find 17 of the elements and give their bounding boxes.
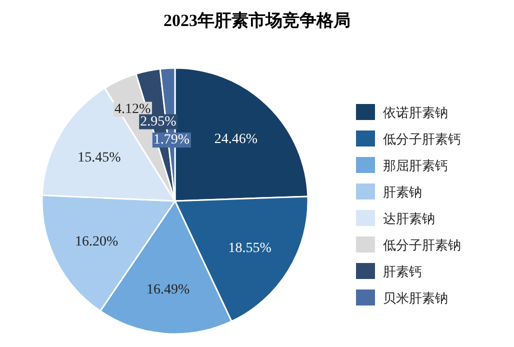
data-label: 18.55%: [228, 240, 272, 256]
data-label: 16.49%: [146, 282, 190, 298]
data-label: 15.45%: [78, 150, 122, 166]
data-label: 2.95%: [140, 114, 177, 130]
legend-label: 低分子肝素钙: [383, 132, 461, 148]
data-label: 24.46%: [214, 132, 258, 147]
legend-label: 那屈肝素钙: [383, 159, 448, 174]
data-label: 4.12%: [114, 102, 151, 117]
legend-label: 达肝素钠: [383, 212, 435, 227]
chart-title: 2023年肝素市场竞争格局: [164, 11, 350, 30]
data-label: 16.20%: [74, 234, 118, 250]
legend-label: 贝米肝素钠: [383, 292, 448, 306]
legend-label: 肝素钙: [383, 265, 422, 280]
legend-label: 低分子肝素钠: [383, 238, 461, 254]
data-label: 1.79%: [153, 132, 190, 148]
legend-label: 依诺肝素钠: [383, 106, 448, 121]
legend-label: 肝素钠: [383, 186, 422, 200]
